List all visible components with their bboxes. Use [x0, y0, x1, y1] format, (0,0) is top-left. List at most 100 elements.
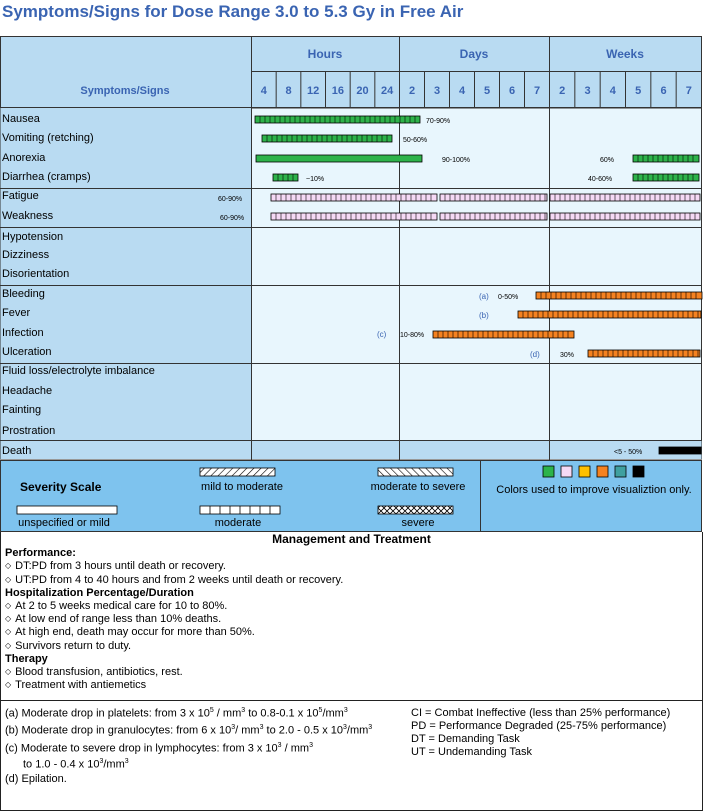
label-vomiting: 50-60% — [403, 137, 427, 144]
label-death: <5 - 50% — [614, 449, 642, 456]
row-label: Bleeding — [2, 288, 45, 300]
note-a: (a) Moderate drop in platelets: from 3 x… — [5, 707, 348, 720]
bar-infection — [432, 330, 575, 339]
row-label: Disorientation — [2, 268, 69, 280]
tick-label: 6 — [660, 85, 666, 97]
list-item: Survivors return to duty. — [5, 640, 702, 653]
group-hours: Hours — [308, 47, 343, 61]
severe-label: severe — [401, 517, 434, 529]
death-row-bg — [251, 440, 702, 459]
note-d: (d) Epilation. — [5, 773, 67, 785]
tick-label: 8 — [285, 85, 291, 97]
symptom-timeline-chart: Hours Days Weeks Symptoms/Signs 4 8 12 16 20… — [0, 36, 703, 460]
swatch-moderate-to-severe — [377, 467, 454, 477]
group-weeks: Weeks — [606, 47, 644, 61]
color-swatches — [542, 465, 645, 478]
tick-label: 4 — [261, 85, 268, 97]
bar-nausea — [254, 115, 421, 124]
tick-label: 5 — [484, 85, 490, 97]
bar-weakness-1 — [270, 212, 438, 221]
tick-label: 3 — [434, 85, 440, 97]
mild-to-moderate-label: mild to moderate — [201, 481, 283, 493]
label-diarrhea-1: ~10% — [306, 176, 324, 183]
bar-fatigue-1 — [270, 193, 438, 202]
tick-label: 7 — [534, 85, 540, 97]
tick-label: 4 — [610, 85, 617, 97]
tick-label: 4 — [459, 85, 466, 97]
label-fatigue: 60-90% — [218, 196, 242, 203]
swatch-orange — [596, 465, 609, 478]
swatch-black — [632, 465, 645, 478]
bar-bleeding — [535, 291, 703, 300]
note-fever: (b) — [479, 311, 489, 320]
bar-weakness-2 — [439, 212, 548, 221]
note-c-cont: to 1.0 - 0.4 x 103/mm3 — [23, 758, 129, 771]
list-item: Blood transfusion, antibiotics, rest. — [5, 666, 702, 679]
performance-title: Performance: — [5, 547, 76, 560]
group-days: Days — [460, 47, 489, 61]
list-item: At 2 to 5 weeks medical care for 10 to 8… — [5, 600, 702, 613]
label-bleeding: 0-50% — [498, 294, 518, 301]
label-ulceration: 30% — [560, 352, 574, 359]
tick-label: 3 — [584, 85, 590, 97]
note-b: (b) Moderate drop in granulocytes: from … — [5, 724, 373, 737]
row-label: Headache — [2, 385, 52, 397]
row-label: Hypotension — [2, 231, 63, 243]
bar-fatigue-2 — [439, 193, 548, 202]
hospitalization-title: Hospitalization Percentage/Duration — [5, 586, 194, 599]
notes-section: (a) Moderate drop in platelets: from 3 x… — [0, 700, 703, 811]
tick-label: 2 — [409, 85, 415, 97]
label-weakness: 60-90% — [220, 215, 244, 222]
tick-label: 7 — [686, 85, 692, 97]
moderate-label: moderate — [215, 517, 261, 529]
row-label: Dizziness — [2, 249, 50, 261]
tick-label: 24 — [381, 85, 394, 97]
label-anorexia-1: 90-100% — [442, 157, 470, 164]
tick-label: 2 — [559, 85, 565, 97]
tick-label: 16 — [332, 85, 344, 97]
row-label: Anorexia — [2, 152, 46, 164]
note-ulceration: (d) — [530, 350, 540, 359]
note-c: (c) Moderate to severe drop in lymphocyt… — [5, 742, 313, 755]
note-infection: (c) — [377, 330, 387, 339]
list-item: UT:PD from 4 to 40 hours and from 2 week… — [5, 574, 702, 587]
bar-diarrhea-2 — [632, 173, 700, 182]
severity-title: Severity Scale — [20, 480, 102, 494]
label-infection: 10-80% — [400, 332, 424, 339]
swatch-teal — [614, 465, 627, 478]
row-label: Ulceration — [2, 346, 52, 358]
label-nausea: 70-90% — [426, 118, 450, 125]
row-label: Fatigue — [2, 190, 39, 202]
tick-label: 12 — [307, 85, 319, 97]
row-label: Fever — [2, 307, 30, 319]
row-label: Fluid loss/electrolyte imbalance — [2, 365, 155, 377]
row-label: Nausea — [2, 113, 41, 125]
def-dt: DT = Demanding Task — [411, 733, 520, 745]
tick-label: 6 — [509, 85, 515, 97]
label-anorexia-2: 60% — [600, 157, 614, 164]
bar-diarrhea-1 — [272, 173, 299, 182]
moderate-segments — [209, 506, 271, 514]
severity-scale: Severity Scale mild to moderate moderate… — [0, 460, 702, 532]
row-label: Diarrhea (cramps) — [2, 171, 91, 183]
list-item: DT:PD from 3 hours until death or recove… — [5, 560, 702, 573]
swatch-unspecified — [16, 505, 118, 515]
tick-label: 20 — [356, 85, 368, 97]
swatch-severe — [377, 505, 454, 515]
management-section: Management and Treatment Performance: DT… — [0, 532, 703, 701]
list-item: Treatment with antiemetics — [5, 679, 702, 692]
row-label: Vomiting (retching) — [2, 132, 94, 144]
row-label: Prostration — [2, 425, 55, 437]
label-diarrhea-2: 40-60% — [588, 176, 612, 183]
tick-label: 5 — [635, 85, 641, 97]
bar-anorexia-1 — [255, 154, 423, 163]
note-bleeding: (a) — [479, 292, 489, 301]
def-pd: PD = Performance Degraded (25-75% perfor… — [411, 720, 667, 732]
symptoms-header: Symptoms/Signs — [80, 85, 169, 97]
page-title: Symptoms/Signs for Dose Range 3.0 to 5.3… — [2, 2, 464, 21]
therapy-title: Therapy — [5, 652, 48, 665]
row-label: Death — [2, 445, 31, 457]
bar-anorexia-2 — [632, 154, 700, 163]
row-label: Infection — [2, 327, 44, 339]
bar-fever — [517, 310, 702, 319]
